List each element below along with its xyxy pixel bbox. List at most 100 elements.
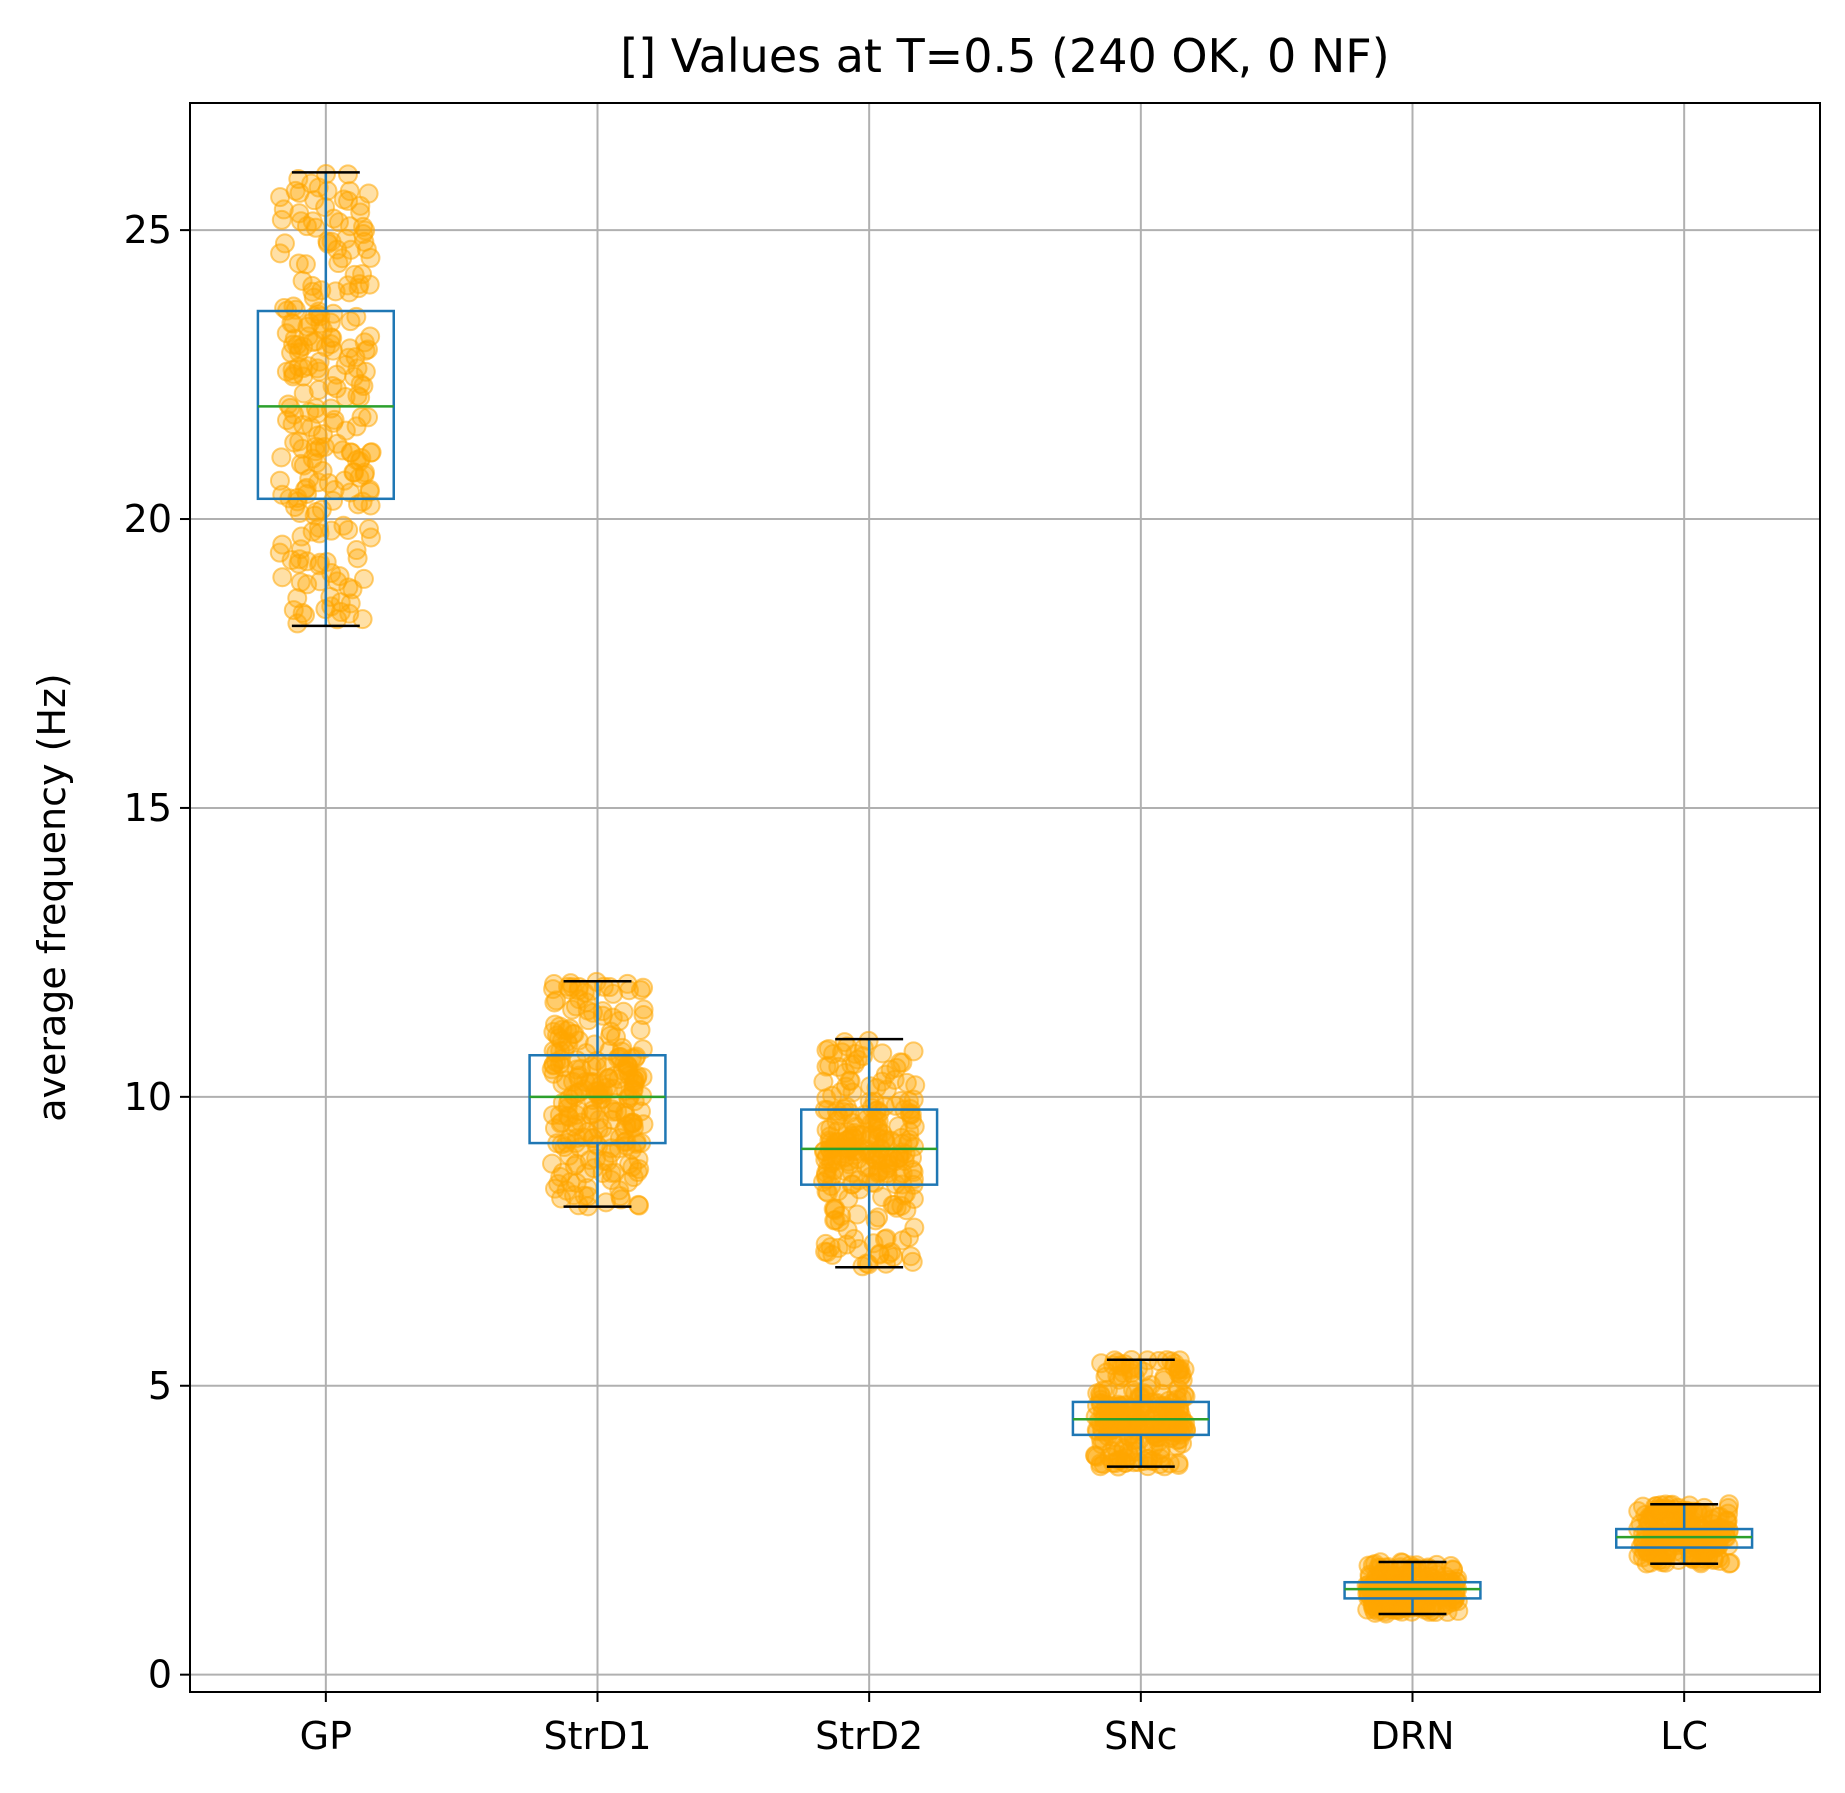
data-point — [602, 1099, 623, 1120]
box-gp — [256, 171, 395, 628]
plot-frame — [189, 102, 1821, 1693]
data-point — [568, 1195, 589, 1216]
box-strd1 — [528, 980, 667, 1208]
data-point — [628, 1194, 649, 1215]
data-point — [566, 1114, 587, 1135]
data-point — [1682, 1549, 1703, 1570]
data-point — [630, 1019, 651, 1040]
data-point — [822, 1085, 843, 1106]
y-tick-label: 5 — [148, 1364, 172, 1408]
data-point — [324, 480, 345, 501]
x-tick-label: DRN — [1370, 1714, 1454, 1758]
data-point — [271, 447, 292, 468]
data-point — [555, 1070, 576, 1091]
data-point — [337, 164, 358, 185]
y-axis-ticks: 0 5 10 15 20 25 — [124, 208, 190, 1697]
data-point — [281, 342, 302, 363]
data-point — [284, 432, 305, 453]
box-snc — [1071, 1358, 1210, 1468]
data-point — [604, 1162, 625, 1183]
data-point — [273, 199, 294, 220]
data-point — [359, 274, 380, 295]
data-point — [352, 264, 373, 285]
x-tick-label: StrD2 — [815, 1714, 923, 1758]
data-point — [1171, 1364, 1192, 1385]
data-point — [302, 275, 323, 296]
data-point — [863, 1233, 884, 1254]
data-point — [593, 1082, 614, 1103]
data-point — [288, 253, 309, 274]
data-point — [613, 1001, 634, 1022]
data-point — [1108, 1369, 1129, 1390]
data-point — [329, 566, 350, 587]
data-point — [546, 990, 567, 1011]
data-point — [900, 1246, 921, 1267]
data-point — [1719, 1553, 1740, 1574]
iqr-box — [256, 309, 395, 501]
data-point — [828, 1238, 849, 1259]
iqr-box — [528, 1053, 667, 1145]
data-point — [818, 1038, 839, 1059]
data-point — [1119, 1398, 1140, 1419]
data-point — [317, 231, 338, 252]
data-point — [270, 243, 291, 264]
x-tick-label: LC — [1660, 1714, 1708, 1758]
data-point — [904, 1116, 925, 1137]
data-point — [311, 499, 332, 520]
data-point — [358, 407, 379, 428]
data-point — [349, 467, 370, 488]
data-point — [289, 203, 310, 224]
data-point — [333, 515, 354, 536]
y-tick-label: 0 — [148, 1653, 172, 1697]
data-point — [289, 182, 310, 203]
data-point — [323, 208, 344, 229]
data-point — [837, 1036, 858, 1057]
x-axis-ticks: GP StrD1 StrD2 SNc DRN LC — [300, 1692, 1708, 1758]
data-point — [868, 1207, 889, 1228]
data-point — [865, 1210, 886, 1231]
data-point — [898, 1227, 919, 1248]
data-point — [270, 187, 291, 208]
y-tick-label: 20 — [124, 497, 172, 541]
data-point — [576, 1043, 597, 1064]
data-point — [1108, 1403, 1129, 1424]
data-point — [876, 1253, 897, 1274]
data-point — [287, 588, 308, 609]
data-point — [842, 1082, 863, 1103]
data-point — [282, 414, 303, 435]
data-point — [599, 1126, 620, 1147]
data-point — [352, 491, 373, 512]
data-point — [354, 332, 375, 353]
data-point — [355, 361, 376, 382]
data-point — [1362, 1595, 1383, 1616]
data-point — [633, 999, 654, 1020]
data-point — [821, 1153, 842, 1174]
data-point — [824, 1200, 845, 1221]
data-point — [356, 239, 377, 260]
data-point — [309, 351, 330, 372]
data-point — [360, 442, 381, 463]
data-point — [618, 1057, 639, 1078]
box-lc — [1615, 1502, 1754, 1565]
data-point — [1628, 1501, 1649, 1522]
data-point — [816, 1119, 837, 1140]
data-point — [1143, 1450, 1164, 1471]
data-point — [1085, 1445, 1106, 1466]
data-point — [884, 1069, 905, 1090]
data-point — [817, 1242, 838, 1263]
data-point — [293, 383, 314, 404]
x-tick-label: GP — [300, 1714, 352, 1758]
data-point — [829, 1211, 850, 1232]
data-point — [1093, 1430, 1114, 1451]
data-point — [617, 973, 638, 994]
data-point — [1365, 1567, 1386, 1588]
data-point — [896, 1072, 917, 1093]
box-strd2 — [800, 1037, 939, 1269]
data-point — [352, 609, 373, 630]
data-point — [1168, 1454, 1189, 1475]
data-point — [307, 403, 328, 424]
data-point — [629, 1159, 650, 1180]
data-point — [338, 190, 359, 211]
x-tick-label: StrD1 — [543, 1714, 651, 1758]
